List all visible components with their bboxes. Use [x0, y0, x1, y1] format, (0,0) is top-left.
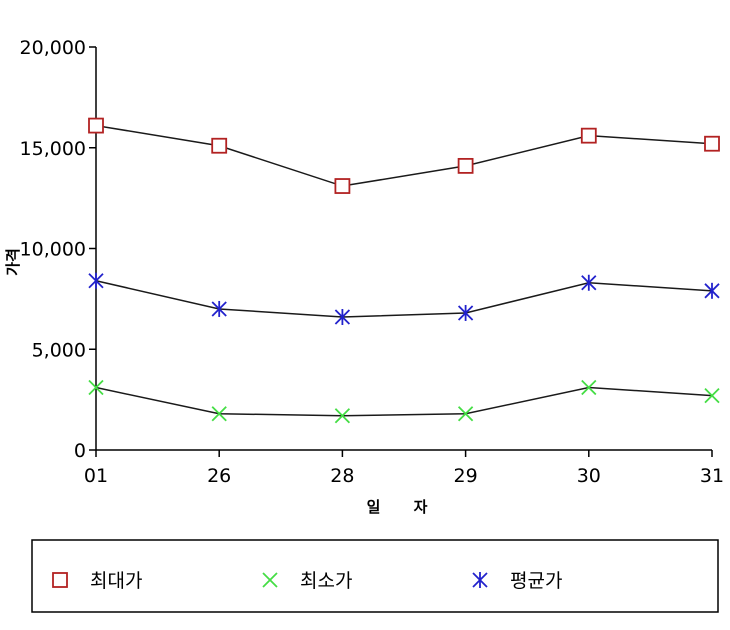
series-2 — [88, 379, 720, 424]
data-point-stroke — [211, 406, 227, 422]
data-point-stroke — [704, 387, 720, 404]
y-tick-label: 10,000 — [20, 239, 86, 261]
data-point — [581, 379, 597, 396]
data-point — [334, 309, 351, 326]
data-point — [88, 379, 104, 396]
legend-label: 최대가 — [90, 570, 142, 592]
data-point — [457, 157, 474, 174]
y-tick-label: 0 — [74, 440, 86, 462]
x-tick-label: 01 — [84, 465, 108, 487]
data-point-stroke — [472, 572, 488, 588]
data-point-stroke — [262, 572, 278, 588]
data-point — [580, 127, 597, 144]
y-tick-label: 5,000 — [32, 339, 86, 361]
series-1 — [88, 117, 720, 194]
data-point — [88, 272, 104, 289]
data-point-stroke — [581, 275, 597, 291]
data-point — [704, 135, 720, 152]
data-point-stroke — [581, 379, 597, 396]
data-point — [211, 300, 227, 317]
series-line — [95, 280, 713, 318]
y-tick-label: 15,000 — [20, 138, 86, 160]
data-point — [211, 406, 227, 422]
data-point — [88, 117, 104, 134]
y-tick-label: 20,000 — [20, 37, 86, 59]
legend-box — [31, 539, 719, 613]
data-point — [704, 387, 720, 404]
legend: 최대가 최소가 평균가 — [52, 570, 562, 592]
data-point-stroke — [334, 309, 351, 325]
x-axis-label: 일 자 — [367, 498, 442, 516]
x-tick-label: 28 — [330, 465, 354, 487]
data-point — [334, 178, 351, 194]
legend-label: 최소가 — [300, 570, 352, 592]
series-line — [95, 124, 713, 187]
data-point-stroke — [211, 301, 227, 317]
data-point-stroke — [88, 273, 104, 289]
x-tick-label: 29 — [454, 465, 478, 487]
data-point — [457, 406, 474, 422]
legend-item: 최소가 — [262, 570, 352, 592]
legend-label: 평균가 — [510, 570, 562, 592]
x-tick-label: 31 — [700, 465, 724, 487]
legend-item: 평균가 — [472, 570, 562, 592]
x-tick-label: 26 — [207, 465, 231, 487]
data-point-stroke — [88, 379, 104, 396]
series-layer — [88, 117, 720, 424]
axes: 0 5,000 10,000 15,000 20,000 01 26 28 29 30 31 — [20, 37, 725, 487]
data-point — [704, 282, 720, 299]
legend-item: 최대가 — [52, 570, 142, 592]
data-point-stroke — [334, 408, 351, 424]
y-axis-label: 가격 — [4, 248, 22, 276]
data-point-stroke — [704, 283, 720, 299]
data-point — [581, 274, 597, 291]
x-tick-label: 30 — [577, 465, 601, 487]
data-point — [334, 408, 351, 424]
series-line — [95, 386, 713, 417]
data-point — [262, 572, 278, 588]
data-point-stroke — [457, 305, 474, 321]
data-point-stroke — [457, 406, 474, 422]
series-3 — [88, 272, 720, 326]
data-point — [472, 572, 488, 588]
data-point — [52, 572, 68, 588]
data-point — [211, 137, 228, 154]
data-point — [457, 304, 474, 321]
